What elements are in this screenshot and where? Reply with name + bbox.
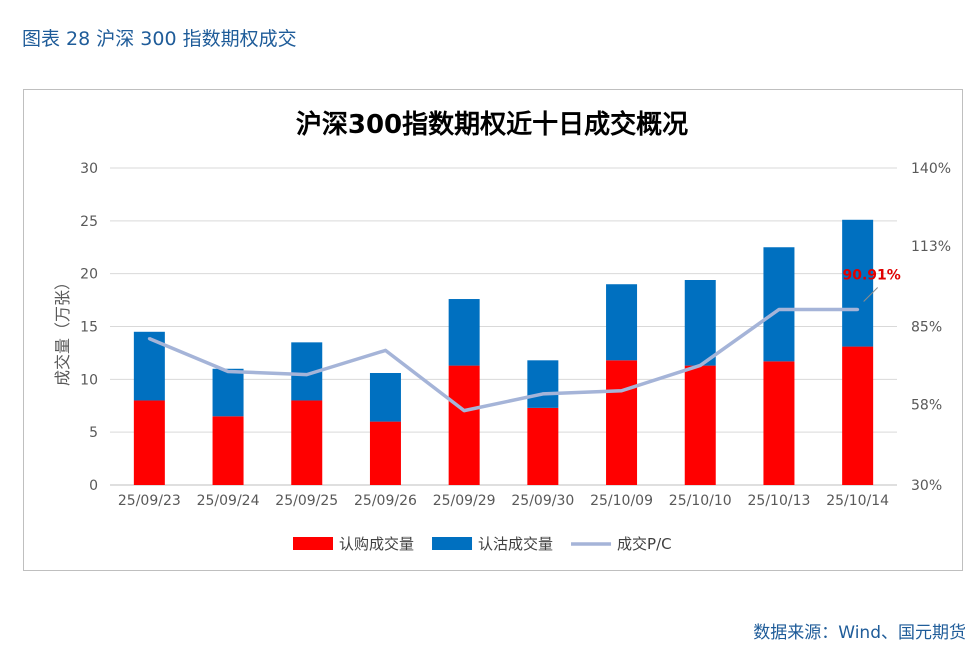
legend-swatch — [293, 537, 333, 550]
call-volume-bar — [763, 361, 795, 485]
legend-label: 认沽成交量 — [478, 535, 553, 553]
put-volume-bar — [369, 372, 401, 422]
x-tick-label: 25/09/23 — [118, 493, 181, 509]
y-tick-label: 15 — [80, 320, 98, 336]
y-axis-label: 成交量（万张） — [53, 274, 72, 386]
put-volume-bar — [842, 219, 874, 347]
call-volume-bar — [842, 346, 874, 485]
pc-ratio-point — [856, 307, 860, 311]
pc-ratio-point — [777, 307, 781, 311]
x-tick-label: 25/09/30 — [511, 493, 574, 509]
x-tick-label: 25/09/29 — [433, 493, 496, 509]
call-volume-bar — [684, 365, 716, 485]
put-volume-bar — [684, 280, 716, 366]
x-tick-label: 25/10/10 — [669, 493, 732, 509]
put-volume-bar — [212, 368, 244, 417]
pc-ratio-line — [148, 307, 858, 413]
call-volume-bar — [448, 365, 480, 485]
pc-ratio-point — [147, 337, 151, 341]
y-tick-label: 0 — [89, 478, 98, 494]
legend: 认购成交量 认沽成交量 成交P/C — [293, 535, 672, 553]
y-tick-label: 25 — [80, 214, 98, 230]
y2-tick-label: 85% — [911, 320, 942, 336]
put-volume-bar — [606, 284, 638, 361]
annotation-label: 90.91% — [842, 267, 900, 283]
legend-label: 成交P/C — [617, 535, 672, 553]
put-volume-bar — [527, 360, 559, 408]
y-tick-label: 5 — [89, 425, 98, 441]
x-tick-label: 25/09/24 — [197, 493, 260, 509]
pc-ratio-point — [541, 392, 545, 396]
call-volume-bar — [291, 400, 323, 485]
y2-tick-label: 30% — [911, 478, 942, 494]
axis-ticks: 0 5 10 15 20 25 30 30% 58% 85% 113% 140% 25/09/23 25/… — [80, 161, 951, 509]
legend-label: 认购成交量 — [339, 535, 414, 553]
x-tick-label: 25/09/26 — [354, 493, 417, 509]
legend-swatch — [432, 537, 473, 550]
y2-tick-label: 113% — [911, 239, 951, 255]
x-tick-label: 25/09/25 — [275, 493, 338, 509]
call-volume-bar — [527, 407, 559, 485]
chart-frame — [23, 89, 963, 571]
x-tick-label: 25/10/14 — [826, 493, 889, 509]
source-note: 数据来源：Wind、国元期货 — [753, 623, 966, 643]
call-volume-bar — [133, 400, 165, 485]
pc-ratio-point — [698, 363, 702, 367]
pc-ratio-point — [305, 373, 309, 377]
put-volume-bar — [763, 247, 795, 362]
x-tick-label: 25/10/09 — [590, 493, 653, 509]
put-volume-bar — [448, 299, 480, 366]
call-volume-bar — [369, 421, 401, 485]
y-tick-label: 10 — [80, 372, 98, 388]
call-volume-bar — [606, 360, 638, 485]
x-tick-label: 25/10/13 — [748, 493, 811, 509]
pc-line: 90.91% — [147, 267, 901, 413]
y-tick-label: 20 — [80, 267, 98, 283]
y-tick-label: 30 — [80, 161, 98, 177]
chart-title: 沪深300指数期权近十日成交概况 — [296, 109, 688, 140]
annotation-leader — [863, 287, 879, 302]
pc-ratio-point — [620, 389, 624, 393]
pc-ratio-point — [462, 409, 466, 413]
call-volume-bar — [212, 416, 244, 485]
bars — [133, 219, 874, 485]
y2-tick-label: 140% — [911, 161, 951, 177]
pc-ratio-point — [226, 369, 230, 373]
y2-tick-label: 58% — [911, 397, 942, 413]
figure-caption: 图表 28 沪深 300 指数期权成交 — [22, 28, 297, 50]
pc-ratio-point — [383, 348, 387, 352]
